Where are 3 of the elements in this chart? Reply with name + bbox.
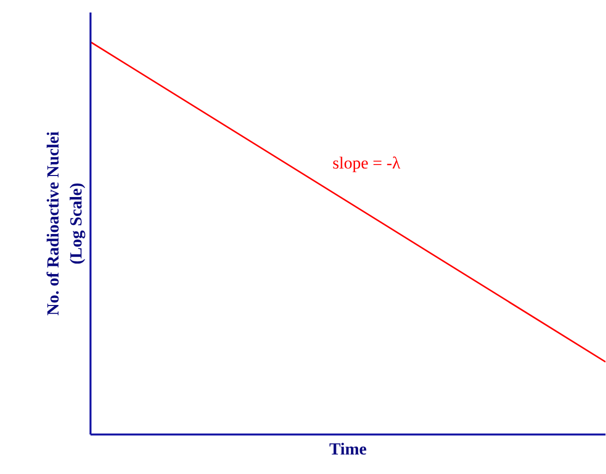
y-axis-title: No. of Radioactive Nuclei (Log Scale) (44, 131, 86, 316)
annotation: slope = -λ (332, 154, 402, 172)
x-axis-title: Time (329, 440, 368, 458)
